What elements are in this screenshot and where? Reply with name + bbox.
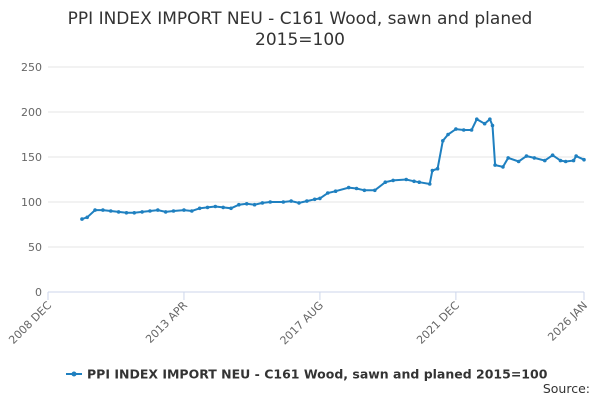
point: [574, 154, 578, 158]
point: [124, 211, 129, 215]
x-tick-label: 2021 DEC: [414, 299, 462, 347]
point: [171, 209, 176, 213]
y-tick-label: 250: [21, 61, 42, 74]
line: [81, 117, 585, 221]
point: [325, 191, 330, 195]
point: [373, 188, 377, 193]
point: [563, 159, 568, 164]
point: [148, 209, 152, 213]
point: [532, 156, 537, 160]
y-tick-label: 100: [21, 196, 42, 209]
chart-subtitle: 2015=100: [255, 30, 345, 50]
point: [93, 208, 97, 212]
point: [101, 208, 105, 212]
point: [190, 209, 194, 213]
chart-title: PPI INDEX IMPORT NEU - C161 Wood, sawn a…: [68, 9, 533, 29]
point: [108, 209, 113, 213]
point: [461, 128, 466, 132]
point: [182, 208, 186, 212]
point: [571, 158, 576, 163]
point: [417, 180, 422, 184]
y-tick-label: 200: [21, 106, 42, 119]
point: [354, 186, 359, 191]
point: [524, 154, 529, 158]
point: [404, 177, 409, 182]
point: [446, 132, 450, 137]
point: [333, 189, 338, 193]
x-tick-label: 2008 DEC: [6, 299, 54, 347]
point: [488, 117, 492, 121]
point: [252, 202, 257, 207]
point: [427, 182, 432, 186]
point: [493, 163, 497, 167]
point: [80, 217, 84, 221]
point: [221, 205, 225, 210]
legend-marker: [71, 371, 77, 377]
source: Source:: [543, 381, 590, 396]
point: [205, 205, 210, 210]
point: [244, 202, 249, 206]
point: [268, 200, 273, 204]
point: [516, 159, 521, 164]
point: [454, 127, 458, 131]
point: [542, 158, 547, 163]
point: [297, 201, 301, 205]
point: [506, 156, 510, 160]
point: [213, 204, 218, 209]
point: [281, 200, 286, 204]
y-tick-label: 150: [21, 151, 42, 164]
point: [412, 179, 416, 184]
x-tick-label: 2017 AUG: [278, 299, 327, 348]
point: [441, 139, 445, 143]
point: [391, 178, 395, 183]
point: [229, 206, 233, 211]
point: [305, 199, 309, 203]
point: [260, 201, 265, 205]
point: [132, 211, 137, 215]
point: [435, 166, 440, 171]
point: [558, 158, 563, 163]
point: [116, 210, 121, 214]
point: [582, 157, 586, 162]
point: [383, 180, 388, 184]
point: [140, 210, 144, 214]
point: [289, 199, 293, 203]
point: [156, 208, 160, 212]
point: [197, 206, 202, 211]
point: [85, 215, 90, 220]
point: [312, 197, 317, 202]
point: [346, 185, 351, 190]
y-tick-label: 0: [35, 286, 42, 299]
point: [550, 153, 555, 157]
point: [490, 123, 495, 128]
y-tick-label: 50: [28, 241, 42, 254]
x-tick-label: 2026 JAN: [545, 299, 590, 344]
point: [362, 188, 367, 193]
point: [163, 210, 168, 214]
point: [318, 196, 322, 201]
point: [482, 121, 487, 126]
point: [475, 117, 479, 121]
legend-label: PPI INDEX IMPORT NEU - C161 Wood, sawn a…: [87, 367, 548, 382]
point: [237, 202, 241, 207]
x-tick-label: 2013 APR: [143, 299, 190, 346]
point: [501, 165, 505, 169]
point: [469, 128, 474, 132]
point: [430, 168, 435, 173]
